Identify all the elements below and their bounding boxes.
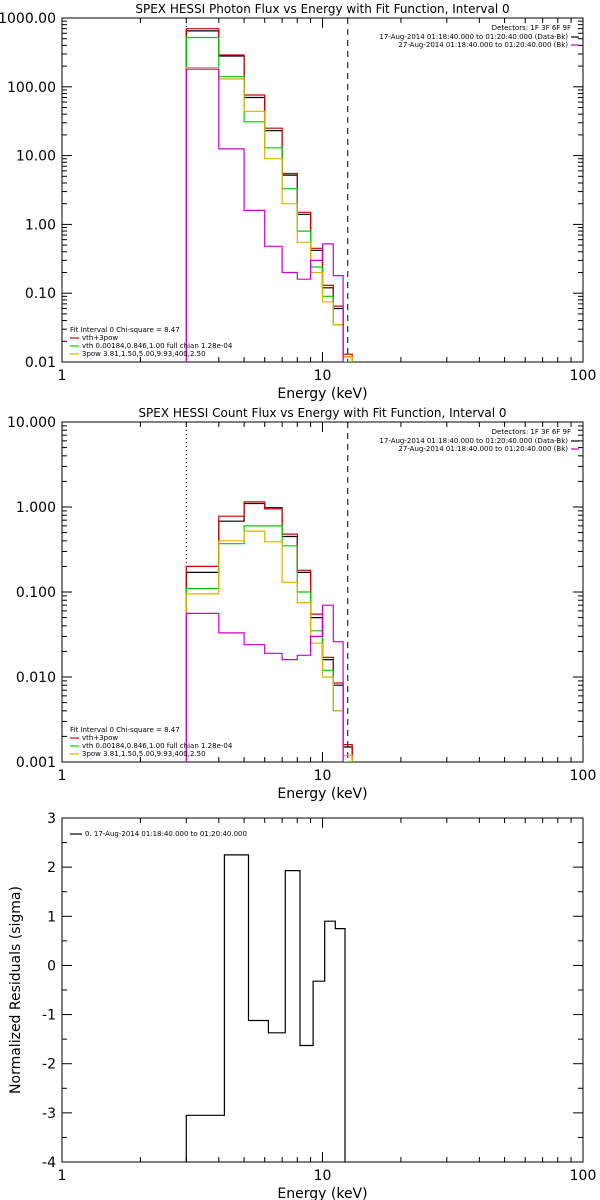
plot-area: [185, 422, 353, 762]
y-tick-label: -1: [42, 1008, 56, 1024]
y-tick-label: 3: [47, 811, 56, 827]
x-axis-label: Energy (keV): [277, 1186, 367, 1200]
x-tick-label: 10: [314, 368, 332, 384]
legend-entry-label: 0. 17-Aug-2014 01:18:40.000 to 01:20:40.…: [85, 830, 247, 838]
x-tick-label: 100: [570, 1168, 597, 1184]
series-3pow: [185, 67, 353, 362]
chart-title: SPEX HESSI Photon Flux vs Energy with Fi…: [135, 2, 509, 16]
panel-1: 1 10 100 0.01 0.10 1.00 10.00 100.00 1000.00 SPEX…: [0, 2, 596, 402]
y-tick-label: -4: [42, 1155, 56, 1171]
y-tick-label: 10.00: [16, 149, 56, 165]
legend-entry-label: 17-Aug-2014 01:18:40.000 to 01:20:40.000…: [379, 437, 568, 445]
legend-entry-label: vth 0.00184,0.846,1.00 full chian 1.28e-…: [82, 342, 233, 350]
y-tick-label: 0.001: [16, 755, 56, 771]
legend-fit-header: Fit Interval 0 Chi-square = 8.47: [70, 326, 180, 334]
y-tick-label: 0.10: [25, 286, 56, 302]
series-residuals: [185, 854, 346, 1162]
legend-entry-label: 27-Aug-2014 01:18:40.000 to 01:20:40.000…: [398, 41, 568, 49]
y-tick-label: 100.00: [7, 80, 56, 96]
legend-detectors: Detectors: 1F 3F 6F 9F: [492, 428, 571, 436]
legend-entry-label: 27-Aug-2014 01:18:40.000 to 01:20:40.000…: [398, 445, 568, 453]
x-axis-label: Energy (keV): [277, 786, 367, 802]
y-tick-label: 1.00: [25, 217, 56, 233]
y-tick-label: 2: [47, 860, 56, 876]
x-axis-label: Energy (keV): [277, 386, 367, 402]
legend-entry-label: 3pow 3.81,1.50,5.00,9.93,400,2.50: [82, 350, 206, 358]
legend-detectors: Detectors: 1F 3F 6F 9F: [492, 24, 571, 32]
legend-entry-label: vth+3pow: [82, 734, 118, 742]
y-tick-label: 1.000: [16, 500, 56, 516]
plot-area: [185, 18, 353, 362]
y-tick-label: 0.01: [25, 355, 56, 371]
x-tick-label: 10: [314, 1168, 332, 1184]
panel-2: 1 10 100 0.001 0.010 0.100 1.000 10.000 SPEX HES…: [7, 406, 596, 802]
chart-title: SPEX HESSI Count Flux vs Energy with Fit…: [138, 406, 506, 420]
y-tick-label: 1: [47, 909, 56, 925]
y-axis-label: Normalized Residuals (sigma): [8, 886, 24, 1094]
y-tick-label: 0: [47, 958, 56, 974]
legend-entry-label: 3pow 3.81,1.50,5.00,9.93,400,2.50: [82, 750, 206, 758]
y-tick-label: 1000.00: [0, 11, 56, 27]
y-tick-label: -3: [42, 1106, 56, 1122]
y-tick-label: -2: [42, 1057, 56, 1073]
x-tick-label: 1: [58, 1168, 67, 1184]
plot-area: [185, 854, 346, 1162]
legend-entry-label: 17-Aug-2014 01:18:40.000 to 01:20:40.000…: [379, 33, 568, 41]
legend-fit-header: Fit Interval 0 Chi-square = 8.47: [70, 726, 180, 734]
y-tick-label: 0.010: [16, 670, 56, 686]
x-tick-label: 100: [570, 368, 597, 384]
x-tick-label: 10: [314, 768, 332, 784]
y-tick-label: 0.100: [16, 585, 56, 601]
series-bk: [185, 68, 344, 362]
legend-entry-label: vth+3pow: [82, 334, 118, 342]
x-tick-label: 100: [570, 768, 597, 784]
x-tick-label: 1: [58, 368, 67, 384]
series-bk: [185, 604, 344, 762]
y-tick-label: 10.000: [7, 415, 56, 431]
series-3pow: [185, 530, 353, 762]
panel-3: 1 10 100 -4 -3 -2 -1 0 1 2 3 Energy (keV) Normalized…: [8, 811, 596, 1200]
x-tick-label: 1: [58, 768, 67, 784]
legend-entry-label: vth 0.00184,0.846,1.00 full chian 1.28e-…: [82, 742, 233, 750]
